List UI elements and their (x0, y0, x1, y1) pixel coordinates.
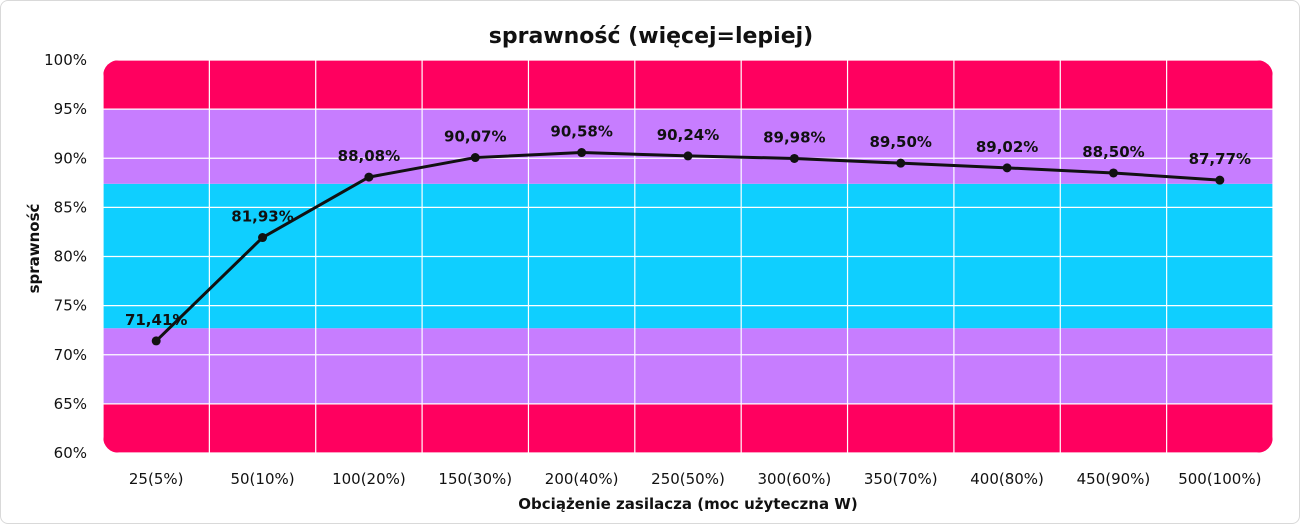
data-label: 89,50% (869, 133, 931, 151)
y-tick-label: 90% (54, 149, 87, 167)
data-label: 81,93% (231, 208, 293, 226)
band-1 (103, 328, 1273, 404)
data-labels: 71,41% 81,93% 88,08% 90,07% 90,58% 90,24% 89,9… (125, 123, 1251, 329)
data-label: 90,24% (657, 126, 719, 144)
data-label: 89,02% (976, 138, 1038, 156)
band-0 (103, 403, 1273, 453)
data-point (151, 336, 161, 346)
data-label: 88,08% (338, 147, 400, 165)
data-point (1108, 168, 1118, 178)
x-tick-label: 300(60%) (758, 470, 832, 488)
x-tick-label: 200(40%) (545, 470, 619, 488)
data-point (577, 148, 587, 158)
data-point (258, 233, 268, 243)
band-4 (103, 60, 1273, 110)
data-label: 71,41% (125, 311, 187, 329)
x-tick-label: 500(100%) (1178, 470, 1261, 488)
y-tick-label: 95% (54, 100, 87, 118)
x-axis-title: Obciążenie zasilacza (moc użyteczna W) (518, 495, 857, 513)
x-tick-label: 25(5%) (129, 470, 184, 488)
data-label: 90,07% (444, 128, 506, 146)
data-point (1002, 163, 1012, 173)
x-tick-label: 50(10%) (230, 470, 294, 488)
data-point (683, 151, 693, 161)
y-tick-label: 100% (44, 51, 87, 69)
y-tick-label: 65% (54, 395, 87, 413)
data-point (789, 153, 799, 163)
data-label: 88,50% (1082, 143, 1144, 161)
chart-title: sprawność (więcej=lepiej) (489, 24, 813, 49)
data-label: 89,98% (763, 128, 825, 146)
data-label: 87,77% (1189, 150, 1251, 168)
y-tick-label: 85% (54, 198, 87, 216)
y-tick-label: 80% (54, 248, 87, 266)
x-tick-label: 150(30%) (438, 470, 512, 488)
data-point (1215, 175, 1225, 185)
data-point (364, 172, 374, 182)
x-tick-label: 350(70%) (864, 470, 938, 488)
x-tick-label: 250(50%) (651, 470, 725, 488)
y-tick-label: 70% (54, 346, 87, 364)
data-points (151, 148, 1225, 346)
x-tick-label: 400(80%) (970, 470, 1044, 488)
data-label: 90,58% (550, 123, 612, 141)
y-axis-title: sprawność (25, 203, 43, 293)
x-tick-label: 450(90%) (1077, 470, 1151, 488)
y-axis-ticks: 60% 65% 70% 75% 80% 85% 90% 95% 100% (44, 51, 87, 462)
data-point (470, 153, 480, 163)
x-tick-label: 100(20%) (332, 470, 406, 488)
gridlines (103, 60, 1273, 453)
y-tick-label: 60% (54, 444, 87, 462)
x-axis-ticks: 25(5%) 50(10%) 100(20%) 150(30%) 200(40%) 250… (129, 470, 1262, 488)
data-point (896, 158, 906, 168)
y-tick-label: 75% (54, 297, 87, 315)
